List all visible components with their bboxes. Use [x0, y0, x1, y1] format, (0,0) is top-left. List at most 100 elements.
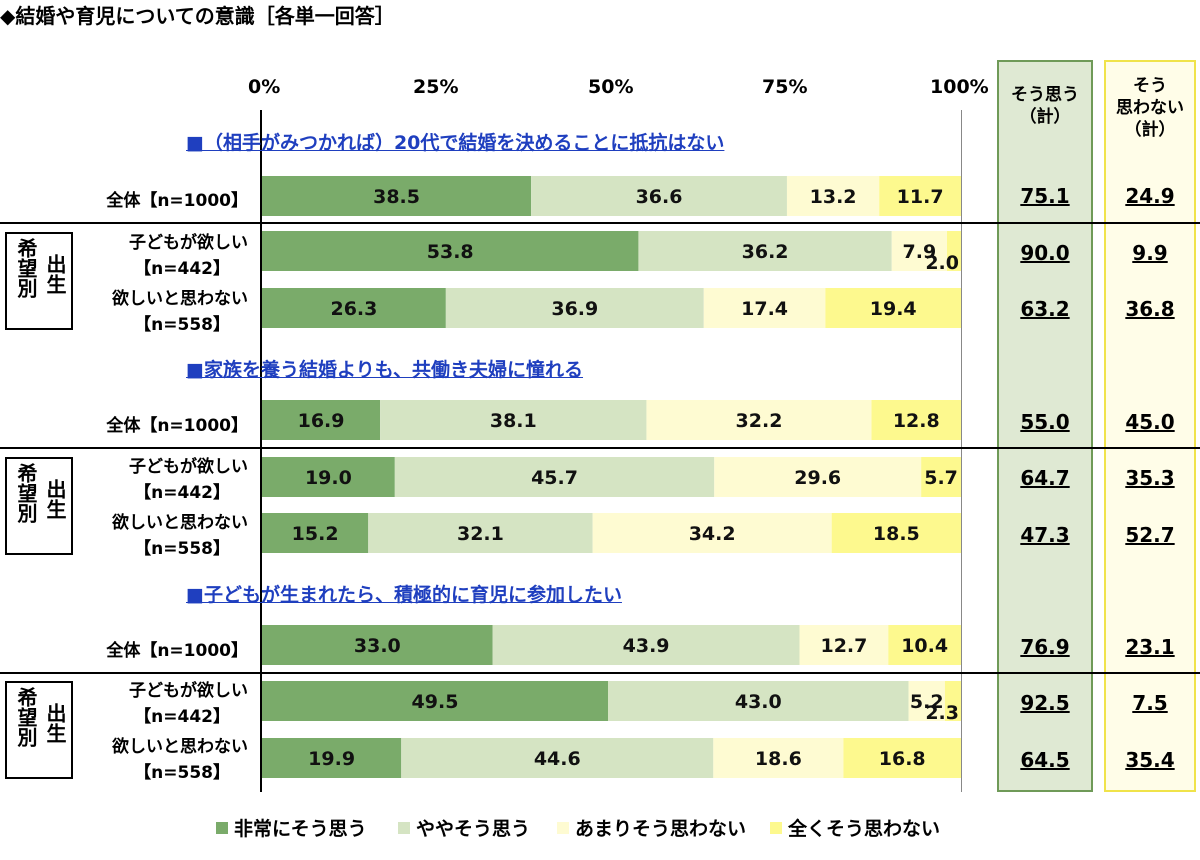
disagree-total-value: 45.0: [1125, 410, 1175, 434]
bar-segment-somewhat-agree: [401, 738, 714, 778]
disagree-header-line1: そう: [1133, 76, 1167, 96]
bar-segment-strongly-agree: [262, 457, 395, 497]
group-label-left: 希望別: [12, 687, 38, 754]
bar-value-label: 53.8: [427, 241, 474, 263]
bar-value-label: 10.4: [901, 635, 948, 657]
bar-segment-strongly-disagree: [921, 457, 961, 497]
bar-value-label: 11.7: [897, 186, 944, 208]
disagree-total-value: 24.9: [1125, 184, 1175, 208]
bar-value-label: 43.9: [623, 635, 670, 657]
bar-segment-somewhat-disagree: [713, 738, 844, 778]
disagree-total-value: 36.8: [1125, 297, 1175, 321]
bar-value-label: 12.8: [893, 410, 940, 432]
axis-right-line: [961, 110, 962, 792]
bar-value-label: 19.0: [305, 467, 352, 489]
bar-value-label: 32.2: [736, 410, 783, 432]
bar-segment-strongly-agree: [262, 288, 446, 328]
legend-label: ややそう思う: [416, 818, 531, 840]
bar-segment-strongly-agree: [262, 231, 639, 271]
row-label-line: 【n=442】: [134, 259, 230, 279]
bar-segment-somewhat-disagree: [703, 288, 826, 328]
bar-segment-somewhat-agree: [368, 513, 593, 553]
row-label-total: 全体【n=1000】: [106, 641, 248, 661]
bar-value-label: 16.8: [879, 748, 926, 770]
row-label-line: 【n=558】: [134, 539, 230, 559]
group-label-left-text: 希望別: [14, 687, 38, 747]
axis-tick-100: 100%: [930, 76, 989, 98]
legend-item-strongly-agree: 非常にそう思う: [216, 814, 367, 841]
disagree-total-header: そう 思わない （計）: [1104, 75, 1196, 141]
agree-total-value: 76.9: [1020, 635, 1070, 659]
separator-line: [0, 222, 1200, 224]
bar-segment-somewhat-agree: [380, 400, 647, 440]
group-label-right-text: 出生: [43, 479, 67, 519]
disagree-header-line2: 思わない: [1116, 98, 1184, 118]
row-label-line: 【n=558】: [134, 315, 230, 335]
disagree-total-column: [1104, 60, 1196, 792]
disagree-total-value: 23.1: [1125, 635, 1175, 659]
group-label-right: 出生: [41, 254, 67, 301]
bar-segment-somewhat-agree: [492, 625, 800, 665]
question-title-3: ■子どもが生まれたら、積極的に育児に参加したい: [186, 584, 622, 606]
group-label-right-text: 出生: [43, 254, 67, 294]
row-label-total: 全体【n=1000】: [106, 416, 248, 436]
bar-value-label: 18.5: [873, 523, 920, 545]
group-label-right-text: 出生: [43, 703, 67, 743]
legend-swatch: [770, 821, 782, 834]
legend-item-somewhat-agree: ややそう思う: [398, 814, 530, 841]
separator-line: [0, 672, 1200, 674]
agree-total-value: 47.3: [1020, 523, 1070, 547]
disagree-total-value: 7.5: [1132, 691, 1168, 715]
bar-value-label: 34.2: [689, 523, 736, 545]
disagree-total-value: 9.9: [1132, 241, 1168, 265]
bar-value-label: 32.1: [457, 523, 504, 545]
bar-value-label: 16.9: [298, 410, 345, 432]
bar-segment-strongly-disagree: [888, 625, 961, 665]
legend-item-somewhat-disagree: あまりそう思わない: [557, 814, 746, 841]
agree-header-line1: そう思う: [1011, 85, 1079, 105]
row-label-no-children: 欲しいと思わない 【n=558】: [80, 510, 248, 562]
bar-segment-somewhat-agree: [638, 231, 892, 271]
bar-value-label: 29.6: [794, 467, 841, 489]
axis-tick-75: 75%: [762, 76, 808, 98]
bar-value-label: 36.9: [551, 298, 598, 320]
chart-title: ◆結婚や育児についての意識［各単一回答］: [0, 4, 395, 28]
bar-segment-strongly-agree: [262, 681, 609, 721]
bar-segment-strongly-disagree: [947, 231, 961, 271]
bar-value-label: 5.2: [910, 691, 944, 713]
agree-total-value: 64.5: [1020, 748, 1070, 772]
bar-segment-strongly-disagree: [944, 681, 961, 721]
disagree-header-line3: （計）: [1124, 120, 1176, 140]
group-label-left: 希望別: [12, 238, 38, 305]
row-label-want-children: 子どもが欲しい 【n=442】: [80, 454, 248, 506]
row-label-no-children: 欲しいと思わない 【n=558】: [80, 734, 248, 786]
question-title-1: ■（相手がみつかれば）20代で結婚を決めることに抵抗はない: [186, 132, 725, 154]
bar-value-label: 33.0: [354, 635, 401, 657]
bar-segment-strongly-agree: [262, 738, 402, 778]
bar-value-label: 7.9: [903, 241, 937, 263]
agree-total-value: 92.5: [1020, 691, 1070, 715]
bar-value-label: 38.5: [373, 186, 420, 208]
bar-value-label: 2.3: [925, 702, 959, 724]
bar-segment-somewhat-disagree: [786, 176, 880, 216]
group-label-right: 出生: [41, 703, 67, 750]
group-label-left-text: 希望別: [14, 463, 38, 523]
group-box-3: 希望別 出生: [5, 681, 73, 779]
row-label-line: 子どもが欲しい: [129, 457, 248, 477]
legend-swatch: [557, 821, 569, 834]
bar-value-label: 17.4: [741, 298, 788, 320]
group-box-1: 希望別 出生: [5, 232, 73, 330]
bar-value-label: 36.2: [742, 241, 789, 263]
bar-value-label: 5.7: [924, 467, 958, 489]
row-label-total: 全体【n=1000】: [106, 191, 248, 211]
bar-value-label: 19.9: [308, 748, 355, 770]
agree-total-header: そう思う （計）: [997, 84, 1093, 128]
legend-swatch: [216, 821, 228, 834]
row-label-line: 欲しいと思わない: [112, 737, 248, 757]
bar-segment-strongly-disagree: [879, 176, 961, 216]
bar-segment-somewhat-disagree: [799, 625, 889, 665]
bar-segment-strongly-disagree: [825, 288, 961, 328]
bar-segment-somewhat-disagree: [891, 231, 948, 271]
group-label-left-text: 希望別: [14, 238, 38, 298]
